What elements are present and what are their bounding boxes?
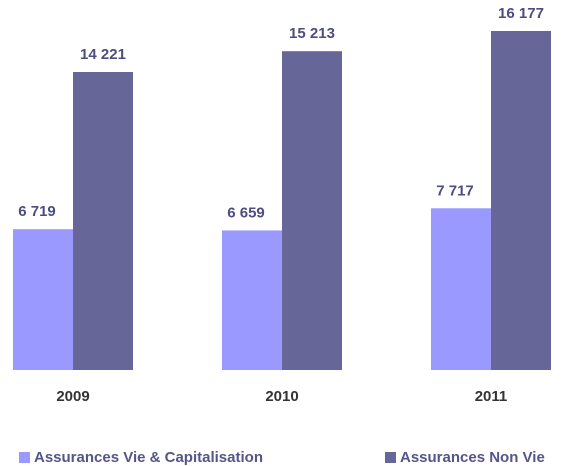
x-tick-label: 2011	[475, 388, 508, 405]
bar	[282, 51, 342, 371]
x-tick-label: 2009	[56, 388, 89, 405]
bar	[73, 71, 133, 370]
value-label: 14 221	[80, 46, 126, 63]
legend-label: Assurances Vie & Capitalisation	[34, 449, 263, 466]
legend-swatch	[19, 452, 30, 463]
value-label: 16 177	[498, 5, 544, 22]
value-label: 7 717	[436, 182, 474, 199]
legend-label: Assurances Non Vie	[400, 449, 545, 466]
bar	[13, 229, 73, 370]
bar	[431, 208, 491, 370]
bar	[491, 31, 551, 370]
value-label: 15 213	[289, 25, 335, 42]
value-label: 6 719	[18, 203, 56, 220]
x-tick-label: 2010	[265, 388, 298, 405]
legend-swatch	[385, 452, 396, 463]
bar	[222, 230, 282, 370]
value-label: 6 659	[227, 204, 265, 221]
